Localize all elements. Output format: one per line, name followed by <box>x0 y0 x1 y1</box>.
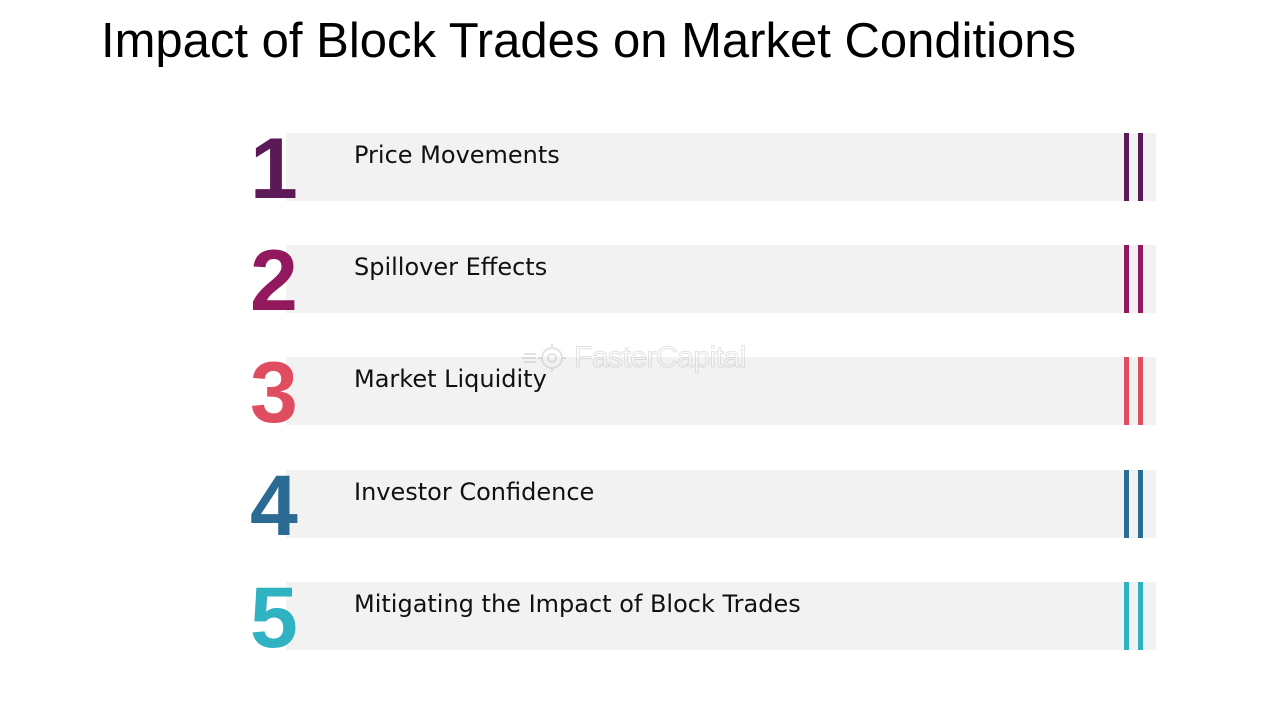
item-label: Investor Confidence <box>354 478 595 506</box>
item-label: Spillover Effects <box>354 253 548 281</box>
item-label: Price Movements <box>354 141 560 169</box>
list-item-3: 3 Market Liquidity <box>250 350 1156 436</box>
item-accent-lines <box>1124 470 1146 538</box>
list-item-1: 1 Price Movements <box>250 126 1156 212</box>
item-label: Market Liquidity <box>354 365 547 393</box>
item-accent-lines <box>1124 245 1146 313</box>
item-accent-lines <box>1124 133 1146 201</box>
item-bar <box>286 133 1156 201</box>
watermark-text: FasterCapital <box>574 341 747 375</box>
item-bar <box>286 470 1156 538</box>
item-number: 3 <box>250 345 298 441</box>
gear-icon <box>522 344 566 372</box>
item-accent-lines <box>1124 357 1146 425</box>
item-bar <box>286 357 1156 425</box>
list-item-4: 4 Investor Confidence <box>250 463 1156 549</box>
watermark: FasterCapital <box>522 338 762 378</box>
item-number: 4 <box>250 458 298 554</box>
list-item-5: 5 Mitigating the Impact of Block Trades <box>250 575 1156 661</box>
item-number: 5 <box>250 570 298 666</box>
slide-title: Impact of Block Trades on Market Conditi… <box>101 14 1076 68</box>
item-number: 1 <box>250 121 298 217</box>
list-item-2: 2 Spillover Effects <box>250 238 1156 324</box>
item-accent-lines <box>1124 582 1146 650</box>
item-number: 2 <box>250 233 298 329</box>
item-bar <box>286 245 1156 313</box>
item-bar <box>286 582 1156 650</box>
item-label: Mitigating the Impact of Block Trades <box>354 590 801 618</box>
